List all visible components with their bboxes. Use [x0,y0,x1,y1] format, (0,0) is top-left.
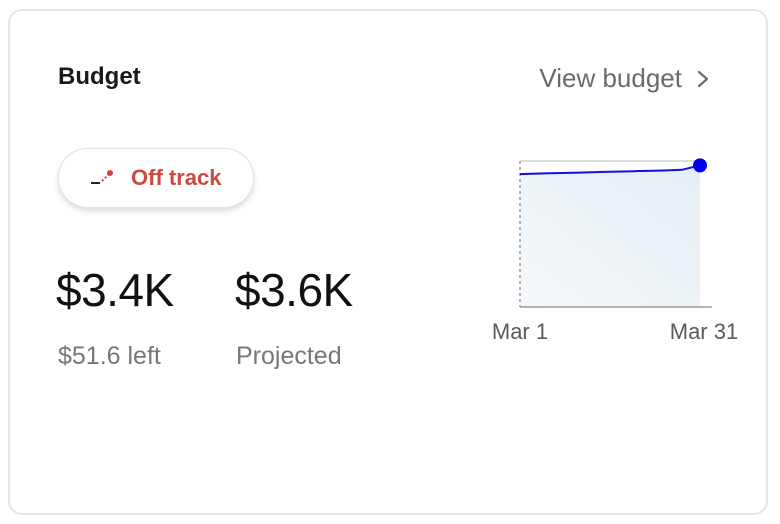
card-title: Budget [58,63,141,90]
budget-trend-chart: Mar 1 Mar 31 [492,158,738,344]
x-tick-start: Mar 1 [492,319,548,344]
chevron-right-icon [697,70,709,87]
view-budget-label: View budget [539,63,682,93]
view-budget-link[interactable]: View budget [539,63,710,94]
chart-area [520,165,700,307]
budget-card: Budget View budget Off track $3.4K $51.6… [8,9,768,515]
current-point-marker [693,158,707,173]
projected-amount: $3.6K [235,264,353,316]
spending-line [519,164,701,176]
status-label: Off track [131,165,222,190]
projected-label: Projected [236,342,342,370]
x-tick-end: Mar 31 [670,319,738,344]
remaining-label: $51.6 left [58,342,161,370]
spent-amount: $3.4K [56,264,174,316]
status-badge: Off track [58,148,254,208]
trend-off-track-icon [91,170,113,184]
